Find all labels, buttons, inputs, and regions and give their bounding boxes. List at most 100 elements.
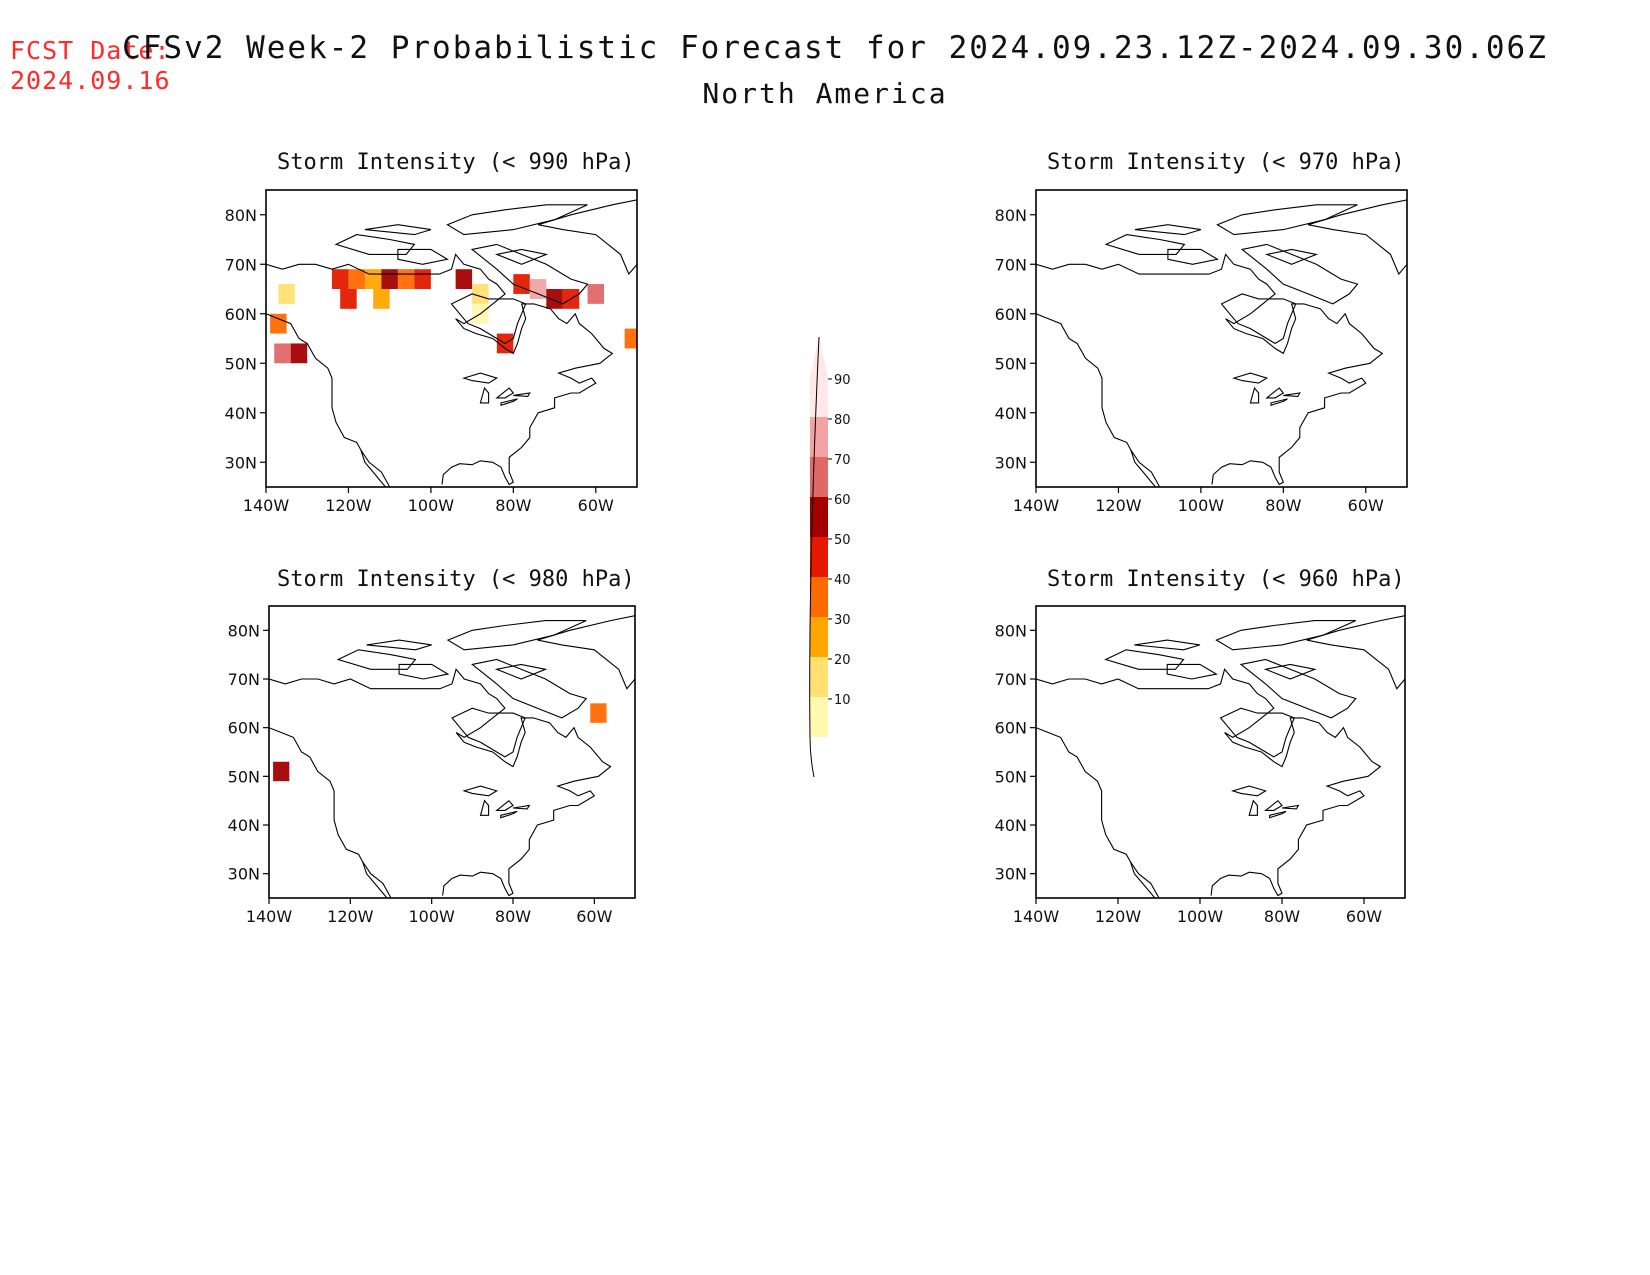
probability-cell	[587, 284, 605, 304]
coastline	[1263, 663, 1317, 680]
colorbar-label: 50	[834, 533, 851, 548]
coastline	[334, 234, 416, 255]
colorbar-swatch	[810, 457, 828, 497]
coastline	[512, 804, 531, 810]
lon-tick-label: 80W	[495, 496, 531, 515]
coastline	[494, 663, 548, 680]
map-970: 80N 70N 60N 50N 40N 30N 140W 120W 100W 80W 60W	[995, 189, 1408, 515]
coastline	[1249, 386, 1260, 404]
coastline	[1219, 707, 1296, 758]
panel-title-960: Storm Intensity (< 960 hPa)	[1047, 567, 1405, 592]
coastline	[479, 386, 490, 404]
coastline	[1306, 615, 1405, 690]
colorbar-legend: 90 80 70 60 50 40 30 20 10	[809, 336, 851, 778]
coastline	[495, 799, 514, 811]
probability-cell	[278, 284, 295, 304]
lat-tick-label: 80N	[225, 206, 257, 225]
coastline	[1220, 293, 1297, 345]
page-subtitle: North America	[702, 77, 948, 110]
colorbar-label: 20	[834, 653, 851, 668]
probability-cell	[364, 269, 382, 289]
probability-cell	[381, 269, 398, 289]
coastline	[1104, 649, 1185, 670]
coastline	[1232, 372, 1269, 384]
coastline	[1129, 861, 1156, 898]
lat-tick-label: 40N	[995, 816, 1027, 835]
probability-cell	[472, 284, 489, 304]
lon-tick-label: 60W	[576, 907, 612, 926]
lat-tick-label: 60N	[995, 305, 1027, 324]
coastline	[269, 727, 392, 898]
colorbar-label: 30	[834, 613, 851, 628]
coastline	[500, 398, 518, 407]
probability-cell	[529, 279, 547, 299]
lat-tick-label: 40N	[228, 816, 260, 835]
lon-tick-label: 100W	[1177, 907, 1224, 926]
colorbar-swatch	[810, 537, 828, 577]
lat-tick-label: 60N	[228, 719, 260, 738]
lon-tick-label: 60W	[578, 496, 614, 515]
lon-tick-label: 120W	[1095, 907, 1142, 926]
probability-cell	[273, 761, 290, 782]
coastline	[513, 392, 531, 397]
colorbar-edge	[809, 336, 820, 778]
probability-cell	[348, 269, 365, 289]
coastline	[471, 658, 588, 719]
coastline	[397, 248, 449, 265]
coastline	[1036, 313, 1161, 487]
coastline	[336, 649, 417, 670]
lat-tick-label: 50N	[995, 767, 1027, 786]
colorbar-label: 70	[834, 453, 851, 468]
lon-tick-label: 140W	[1013, 496, 1060, 515]
coastline	[1134, 639, 1201, 651]
probability-cell	[274, 343, 291, 364]
colorbar-label: 60	[834, 493, 851, 508]
colorbar-label: 10	[834, 693, 851, 708]
coastline	[1216, 204, 1358, 236]
lat-tick-label: 80N	[995, 621, 1027, 640]
probability-cell	[270, 313, 287, 334]
lat-tick-label: 70N	[228, 670, 260, 689]
coastline	[1166, 663, 1218, 680]
coastline	[1130, 449, 1157, 487]
coastline	[462, 372, 499, 384]
probability-cell	[624, 328, 637, 349]
lon-tick-label: 80W	[1264, 907, 1300, 926]
lon-tick-label: 140W	[243, 496, 290, 515]
lat-tick-label: 50N	[995, 354, 1027, 373]
panel-title-980: Storm Intensity (< 980 hPa)	[277, 567, 635, 592]
colorbar-label: 90	[834, 373, 851, 388]
map-960: 80N 70N 60N 50N 40N 30N 140W 120W 100W 80W 60W	[995, 605, 1406, 926]
coastline	[1036, 727, 1160, 898]
probability-cell	[414, 269, 431, 289]
colorbar-swatch	[810, 417, 828, 457]
map-frame	[1035, 605, 1406, 899]
probability-cell	[340, 289, 357, 309]
lat-tick-label: 60N	[995, 719, 1027, 738]
lon-tick-label: 80W	[495, 907, 531, 926]
lat-tick-label: 50N	[228, 767, 260, 786]
coastline	[446, 204, 588, 236]
lat-tick-label: 50N	[225, 354, 257, 373]
coastline	[1036, 668, 1382, 897]
map-980: 80N 70N 60N 50N 40N 30N 140W 120W 100W 80W 60W	[228, 605, 636, 926]
coastline	[1240, 243, 1359, 305]
coastline	[1283, 392, 1301, 397]
coastline	[1230, 785, 1267, 797]
coastline	[1239, 658, 1357, 719]
coastline	[366, 639, 432, 651]
probability-cell	[455, 269, 473, 289]
fcst-date-caption: FCST Date:	[10, 36, 171, 65]
colorbar-label: 80	[834, 413, 851, 428]
lon-tick-label: 120W	[1095, 496, 1142, 515]
lon-tick-label: 60W	[1348, 496, 1384, 515]
lat-tick-label: 70N	[995, 255, 1027, 274]
colorbar-swatch	[810, 697, 828, 737]
lon-tick-label: 100W	[1178, 496, 1225, 515]
coastline	[1264, 248, 1319, 265]
lat-tick-label: 70N	[225, 255, 257, 274]
coastline	[360, 449, 387, 487]
coastline	[462, 785, 499, 797]
map-frame	[1035, 189, 1408, 488]
